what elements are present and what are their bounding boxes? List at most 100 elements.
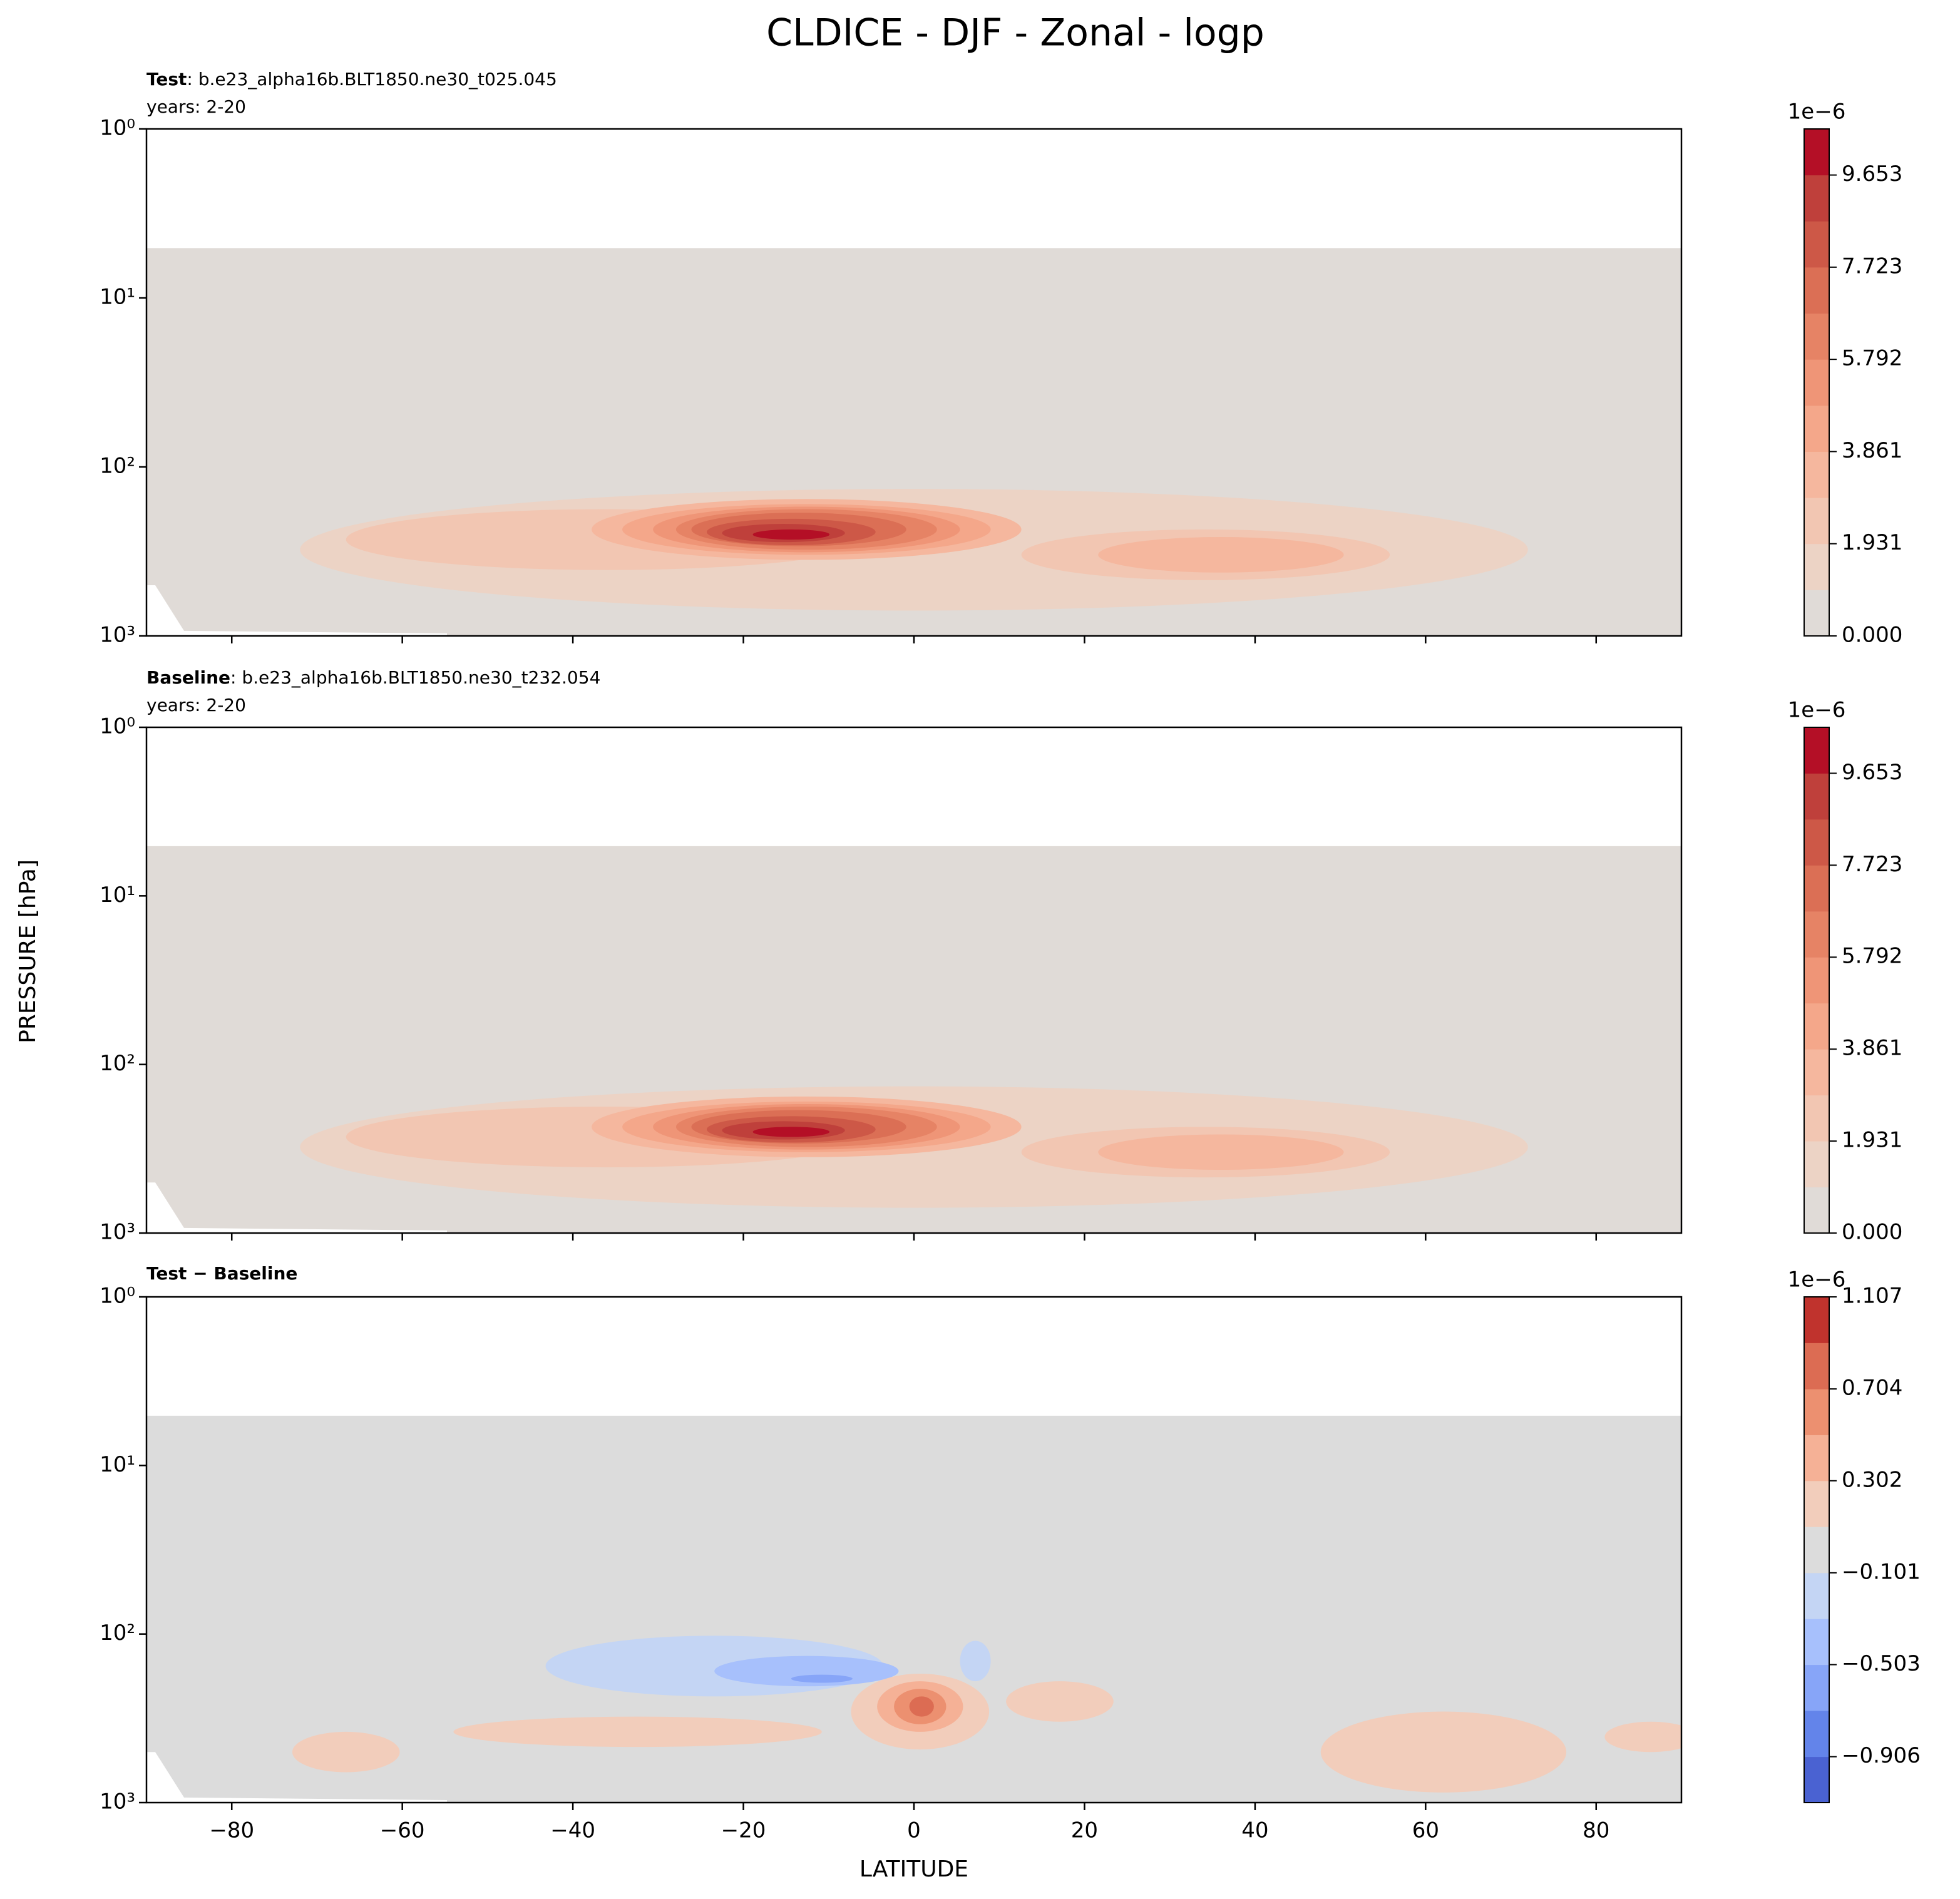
colorbar-band	[1804, 313, 1829, 360]
colorbar-band	[1804, 129, 1829, 176]
contour-fill	[1320, 1711, 1567, 1793]
contour-fill	[453, 1716, 822, 1748]
colorbar-tick-label: 0.704	[1842, 1376, 1902, 1401]
colorbar-band	[1804, 175, 1829, 222]
colorbar-tick-label: 5.792	[1842, 944, 1902, 969]
contour-fill	[1098, 537, 1344, 573]
y-tick-label: 10²	[100, 1620, 135, 1646]
colorbar-band	[1804, 1095, 1829, 1142]
colorbar-band	[1804, 957, 1829, 1004]
contour-fill	[909, 1696, 934, 1717]
colorbar-band	[1804, 911, 1829, 958]
colorbar-band	[1804, 773, 1829, 820]
colorbar-band	[1804, 1003, 1829, 1050]
colorbar-tick-label: 0.302	[1842, 1467, 1902, 1492]
y-tick-label: 10³	[100, 623, 135, 648]
colorbar-band	[1804, 1141, 1829, 1188]
colorbar-band	[1804, 1619, 1829, 1666]
colorbar-band	[1804, 590, 1829, 637]
x-tick-label: −20	[721, 1818, 766, 1843]
y-tick-label: 10¹	[100, 285, 135, 310]
colorbar-frame	[1804, 1296, 1830, 1803]
y-tick-label: 10¹	[100, 883, 135, 908]
contour-field	[146, 846, 1681, 1233]
y-tick-label: 10³	[100, 1789, 135, 1815]
colorbar-band	[1804, 359, 1829, 406]
y-tick-label: 10³	[100, 1220, 135, 1245]
panel-title-bold: Test − Baseline	[146, 1263, 297, 1284]
colorbar-band	[1804, 498, 1829, 545]
missing-region	[146, 1182, 447, 1233]
contour-fill	[1098, 1134, 1344, 1170]
missing-region	[146, 1752, 447, 1803]
colorbar-band	[1804, 819, 1829, 866]
panel-title-text: : b.e23_alpha16b.BLT1850.ne30_t232.054	[230, 667, 600, 688]
colorbar-tick-label: 7.723	[1842, 253, 1902, 279]
missing-region	[146, 585, 447, 636]
y-axis-label: PRESSURE [hPa]	[15, 859, 41, 1043]
colorbar-offset: 1e−6	[1788, 1267, 1846, 1292]
colorbar-band	[1804, 1389, 1829, 1435]
contour-fill	[752, 529, 830, 540]
y-tick-label: 10⁰	[100, 714, 135, 739]
contour-fill	[791, 1674, 853, 1683]
colorbar-tick-label: 7.723	[1842, 852, 1902, 877]
y-tick-label: 10⁰	[100, 1284, 135, 1309]
colorbar-band	[1804, 1187, 1829, 1234]
colorbar-tick-label: 1.107	[1842, 1284, 1902, 1309]
colorbar-band	[1804, 727, 1829, 774]
contour-fill	[1006, 1681, 1114, 1722]
colorbar-band	[1804, 543, 1829, 590]
colorbar-band	[1804, 865, 1829, 912]
x-tick-label: 80	[1583, 1818, 1609, 1843]
colorbar-tick-label: 3.861	[1842, 438, 1902, 463]
colorbar-tick-label: 0.000	[1842, 623, 1902, 648]
colorbar-tick-label: −0.906	[1842, 1743, 1921, 1768]
panel-title-bold: Test	[146, 69, 187, 90]
panel-subtitle: years: 2-20	[146, 96, 246, 117]
colorbar-band	[1804, 1572, 1829, 1619]
contour-field	[146, 1415, 1681, 1803]
panel: Test: b.e23_alpha16b.BLT1850.ne30_t025.0…	[100, 69, 1902, 648]
colorbar-band	[1804, 451, 1829, 498]
y-tick-label: 10⁰	[100, 116, 135, 141]
contour-fill	[292, 1731, 400, 1773]
colorbar-band	[1804, 1435, 1829, 1482]
y-tick-label: 10¹	[100, 1452, 135, 1477]
panel-title-bold: Baseline	[146, 667, 230, 688]
colorbar-tick-label: 1.931	[1842, 530, 1902, 555]
contour-fill	[752, 1127, 830, 1137]
panel-title-text: : b.e23_alpha16b.BLT1850.ne30_t025.045	[187, 69, 557, 90]
colorbar-band	[1804, 1527, 1829, 1574]
contour-field	[146, 248, 1681, 636]
x-tick-label: −40	[550, 1818, 595, 1843]
y-tick-label: 10²	[100, 454, 135, 479]
figure-title: CLDICE - DJF - Zonal - logp	[766, 11, 1265, 55]
colorbar-band	[1804, 1480, 1829, 1527]
colorbar-tick-label: 1.931	[1842, 1128, 1902, 1153]
colorbar-frame	[1804, 128, 1830, 637]
colorbar-band	[1804, 1756, 1829, 1803]
x-axis-label: LATITUDE	[859, 1856, 968, 1882]
colorbar-frame	[1804, 727, 1830, 1234]
colorbar-tick-label: −0.503	[1842, 1651, 1921, 1676]
panel-title: Test: b.e23_alpha16b.BLT1850.ne30_t025.0…	[146, 69, 557, 90]
panel: Test − Baseline −80 −60 −40 −20 0 20 40 60 80 10⁰ 1…	[100, 1263, 1921, 1843]
y-tick-label: 10²	[100, 1051, 135, 1076]
contour-fill	[960, 1641, 991, 1682]
panel-title: Test − Baseline	[146, 1263, 297, 1284]
colorbar-band	[1804, 221, 1829, 268]
panel-title: Baseline: b.e23_alpha16b.BLT1850.ne30_t2…	[146, 667, 600, 688]
colorbar-offset: 1e−6	[1788, 698, 1846, 723]
colorbar-band	[1804, 267, 1829, 314]
colorbar-band	[1804, 1664, 1829, 1711]
x-tick-label: 60	[1412, 1818, 1439, 1843]
x-tick-label: −60	[380, 1818, 425, 1843]
colorbar-offset: 1e−6	[1788, 100, 1846, 125]
colorbar-band	[1804, 405, 1829, 452]
panel-subtitle: years: 2-20	[146, 695, 246, 715]
colorbar-band	[1804, 1710, 1829, 1758]
x-tick-label: −80	[209, 1818, 254, 1843]
colorbar-band	[1804, 1343, 1829, 1390]
